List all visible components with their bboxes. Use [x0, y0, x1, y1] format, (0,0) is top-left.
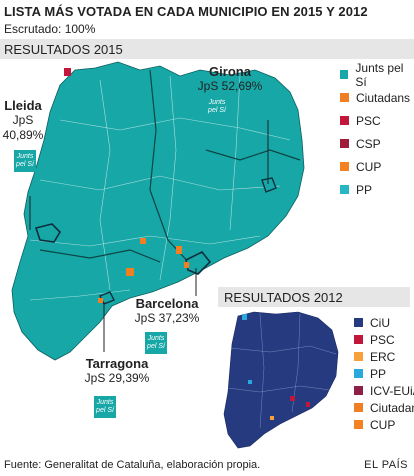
- jps-logo-tarragona: Junts pel Sí: [94, 396, 116, 418]
- patch-pp-2012: [242, 314, 247, 320]
- legend-swatch: [340, 139, 349, 148]
- patch-pp-2012: [248, 380, 252, 384]
- legend-swatch: [340, 116, 349, 125]
- legend-2015-item: PP: [340, 178, 414, 201]
- lleida-value: 40,89%: [2, 128, 44, 142]
- girona-name: Girona: [209, 64, 251, 79]
- section-2012-label: RESULTADOS 2012: [224, 290, 343, 305]
- callout-lleida: Lleida JpS 40,89%: [0, 98, 46, 143]
- jps-logo-barcelona: Junts pel Sí: [145, 332, 167, 354]
- source-note: Fuente: Generalitat de Cataluña, elabora…: [4, 459, 261, 471]
- patch-psc-2012: [306, 402, 310, 407]
- section-2015-label: RESULTADOS 2015: [4, 42, 123, 57]
- scrutiny-label: Escrutado: 100%: [4, 22, 96, 36]
- brand-label: EL PAÍS: [364, 459, 408, 471]
- legend-2015: Junts pel Sí Ciutadans PSC CSP CUP PP: [340, 61, 414, 201]
- legend-swatch: [354, 369, 363, 378]
- legend-swatch: [354, 335, 363, 344]
- legend-swatch: [340, 185, 349, 194]
- barcelona-value: JpS 37,23%: [134, 311, 200, 325]
- legend-swatch: [340, 162, 349, 171]
- tarragona-name: Tarragona: [85, 356, 149, 371]
- legend-2015-item: Ciutadans: [340, 86, 414, 109]
- tarragona-value: JpS 29,39%: [84, 371, 150, 385]
- jps-logo-girona: Junts pel Sí: [206, 96, 228, 118]
- city-lleida-outline: [34, 223, 62, 243]
- legend-2015-item: CUP: [340, 155, 414, 178]
- legend-2015-item: CSP: [340, 132, 414, 155]
- callout-tarragona: Tarragona JpS 29,39%: [76, 356, 158, 386]
- legend-swatch: [354, 403, 363, 412]
- barcelona-name: Barcelona: [135, 296, 199, 311]
- legend-swatch: [354, 420, 363, 429]
- callout-barcelona: Barcelona JpS 37,23%: [126, 296, 208, 326]
- legend-swatch: [354, 352, 363, 361]
- legend-2015-item: Junts pel Sí: [340, 61, 414, 89]
- legend-2012-item: ERC: [354, 348, 414, 365]
- city-girona-outline: [261, 177, 277, 193]
- legend-2012-item: PSC: [354, 331, 414, 348]
- legend-2012-item: CiU: [354, 314, 414, 331]
- girona-value: JpS 52,69%: [197, 79, 263, 93]
- legend-swatch: [354, 318, 363, 327]
- legend-2012: CiU PSC ERC PP ICV-EUiA Ciutadans CUP: [354, 314, 414, 433]
- lleida-name: Lleida: [4, 98, 42, 113]
- legend-2015-item: PSC: [340, 109, 414, 132]
- callout-girona: Girona JpS 52,69%: [192, 64, 268, 94]
- catalonia-map-2012: [223, 311, 339, 449]
- catalonia-region-2012: [223, 311, 339, 449]
- legend-2012-item: ICV-EUiA: [354, 382, 414, 399]
- legend-swatch: [340, 93, 349, 102]
- lleida-party: JpS: [12, 113, 34, 127]
- legend-swatch: [354, 386, 363, 395]
- jps-logo-lleida: Junts pel Sí: [14, 150, 36, 172]
- other-party-patches: [64, 68, 189, 303]
- patch-psc-2012: [290, 396, 295, 401]
- legend-swatch: [340, 70, 349, 79]
- patch-erc-2012: [270, 416, 274, 420]
- legend-2012-item: PP: [354, 365, 414, 382]
- chart-title: LISTA MÁS VOTADA EN CADA MUNICIPIO EN 20…: [4, 4, 368, 19]
- section-2012-bar: RESULTADOS 2012: [218, 287, 410, 307]
- section-2015-bar: RESULTADOS 2015: [0, 39, 414, 59]
- legend-2012-item: CUP: [354, 416, 414, 433]
- city-barcelona-outline: [185, 250, 212, 275]
- legend-2012-item: Ciutadans: [354, 399, 414, 416]
